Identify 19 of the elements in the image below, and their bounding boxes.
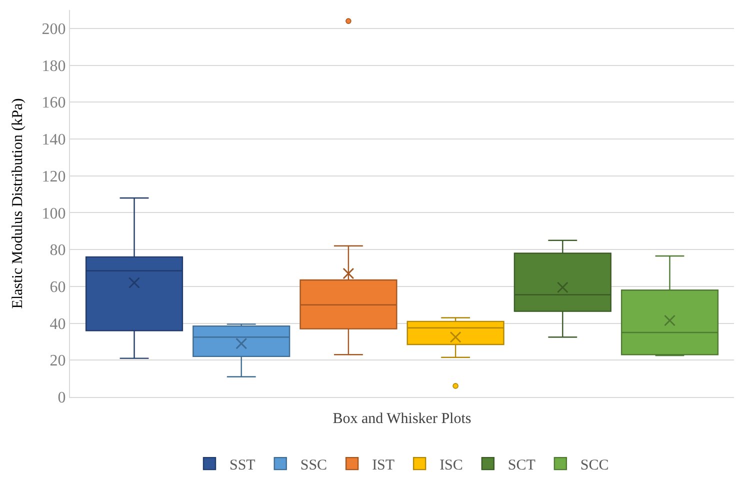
x-axis-title: Box and Whisker Plots (332, 411, 472, 427)
y-axis-title: Elastic Modulus Distribution (kPa) (10, 98, 26, 309)
legend-label: IST (372, 457, 395, 474)
y-tick-label: 160 (42, 94, 66, 112)
legend-label: SSC (300, 457, 328, 474)
y-tick-label: 0 (58, 390, 66, 407)
legend-label: SST (230, 457, 256, 474)
legend-label: SCT (508, 457, 536, 474)
y-tick-label: 120 (42, 168, 66, 186)
y-tick-label: 60 (50, 279, 66, 296)
y-tick-label: 200 (42, 21, 66, 38)
y-tick-label: 140 (42, 132, 66, 149)
y-tick-label: 80 (50, 242, 66, 260)
legend-label: ISC (440, 457, 463, 474)
legend-label: SCC (580, 457, 609, 474)
y-tick-label: 40 (50, 316, 66, 333)
y-tick-label: 180 (42, 58, 66, 75)
y-tick-label: 100 (42, 205, 66, 222)
y-tick-label: 20 (50, 352, 66, 370)
